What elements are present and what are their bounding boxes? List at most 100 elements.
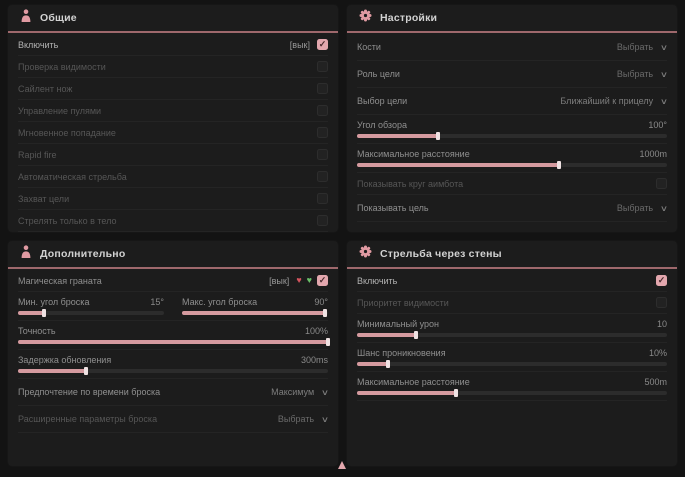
body-only-checkbox[interactable] — [317, 215, 328, 226]
chevron-down-icon: ∨ — [320, 414, 330, 424]
instant-hit-label: Мгновенное попадание — [18, 127, 116, 138]
magic-grenade-label: Магическая граната — [18, 275, 102, 286]
green-heart-icon: ♥ — [306, 275, 312, 285]
visibility-check-label: Проверка видимости — [18, 61, 106, 72]
person-icon — [20, 9, 32, 27]
row-body-only: Стрелять только в тело — [18, 210, 328, 232]
row-auto-shoot: Автоматическая стрельба — [18, 166, 328, 188]
min-angle-slider[interactable] — [18, 309, 164, 317]
slider-thumb[interactable] — [413, 331, 418, 339]
penetration-chance-value: 10% — [648, 348, 667, 358]
slider-thumb[interactable] — [323, 309, 328, 317]
target-lock-checkbox[interactable] — [317, 193, 328, 204]
row-visibility-check: Проверка видимости — [18, 56, 328, 78]
gear-icon — [359, 9, 372, 27]
min-angle-value: 15° — [150, 297, 164, 307]
row-target-lock: Захват цели — [18, 188, 328, 210]
target-role-dropdown[interactable]: Выбрать ∨ — [616, 69, 668, 79]
body-only-label: Стрелять только в тело — [18, 215, 117, 226]
enable-state-text: [вык] — [289, 39, 310, 50]
wall-enable-checkbox[interactable]: ✓ — [656, 275, 667, 286]
wall-max-distance-label: Максимальное расстояние — [357, 377, 470, 387]
bullet-control-checkbox[interactable] — [317, 105, 328, 116]
wall-enable-label: Включить — [357, 275, 398, 286]
panel-title: Стрельба через стены — [380, 248, 502, 260]
visibility-check-checkbox[interactable] — [317, 61, 328, 72]
silent-checkbox[interactable] — [317, 83, 328, 94]
update-delay-value: 300ms — [300, 355, 328, 365]
slider-thumb[interactable] — [556, 161, 561, 169]
rapid-fire-checkbox[interactable] — [317, 149, 328, 160]
wall-max-distance-slider[interactable] — [357, 389, 667, 397]
row-min-damage: Минимальный урон 10 — [357, 314, 667, 343]
max-angle-slider[interactable] — [182, 309, 328, 317]
enable-checkbox[interactable]: ✓ — [317, 39, 328, 50]
update-delay-slider[interactable] — [18, 367, 328, 375]
accuracy-label: Точность — [18, 326, 56, 336]
slider-thumb[interactable] — [435, 132, 440, 140]
min-damage-slider[interactable] — [357, 331, 667, 339]
row-instant-hit: Мгновенное попадание — [18, 122, 328, 144]
throw-time-dropdown[interactable]: Максимум ∨ — [271, 387, 330, 397]
row-show-target: Показывать цель Выбрать ∨ — [357, 195, 669, 222]
row-silent: Сайлент нож — [18, 78, 328, 100]
row-accuracy: Точность 100% — [18, 321, 330, 350]
enable-label: Включить — [18, 39, 59, 50]
slider-thumb[interactable] — [42, 309, 47, 317]
rapid-fire-label: Rapid fire — [18, 149, 57, 160]
advanced-throw-dropdown[interactable]: Выбрать ∨ — [278, 414, 330, 424]
min-damage-label: Минимальный урон — [357, 319, 440, 329]
magic-grenade-checkbox[interactable]: ✓ — [317, 275, 328, 286]
show-circle-checkbox[interactable] — [656, 178, 667, 189]
row-target-select: Выбор цели Ближайший к прицелу ∨ — [357, 88, 669, 115]
visibility-priority-checkbox[interactable] — [656, 297, 667, 308]
slider-thumb[interactable] — [84, 367, 89, 375]
chevron-down-icon: ∨ — [320, 387, 330, 397]
row-advanced-throw: Расширенные параметры броска Выбрать ∨ — [18, 406, 330, 433]
red-heart-icon: ♥ — [296, 275, 302, 285]
fov-slider[interactable] — [357, 132, 667, 140]
chevron-down-icon: ∨ — [659, 203, 669, 213]
silent-label: Сайлент нож — [18, 83, 73, 94]
panel-additional: Дополнительно Магическая граната [вык] ♥… — [8, 241, 338, 466]
show-target-label: Показывать цель — [357, 203, 429, 213]
slider-thumb[interactable] — [454, 389, 459, 397]
bones-label: Кости — [357, 42, 381, 52]
panel-wallbang-header: Стрельба через стены — [347, 241, 677, 267]
auto-shoot-checkbox[interactable] — [317, 171, 328, 182]
penetration-chance-slider[interactable] — [357, 360, 667, 368]
instant-hit-checkbox[interactable] — [317, 127, 328, 138]
penetration-chance-label: Шанс проникновения — [357, 348, 446, 358]
row-throw-angles: Мин. угол броска 15° Макс. угол броска 9… — [18, 292, 328, 321]
row-wall-enable: Включить ✓ — [357, 270, 667, 292]
accuracy-slider[interactable] — [18, 338, 330, 346]
row-fov: Угол обзора 100° — [357, 115, 667, 144]
row-wall-max-distance: Максимальное расстояние 500m — [357, 372, 667, 401]
target-select-label: Выбор цели — [357, 96, 408, 106]
panel-general-header: Общие — [8, 5, 338, 31]
row-enable: Включить [вык] ✓ — [18, 34, 328, 56]
target-role-label: Роль цели — [357, 69, 400, 79]
row-magic-grenade: Магическая граната [вык] ♥ ♥ ✓ — [18, 270, 328, 292]
bones-value: Выбрать — [616, 42, 654, 52]
max-angle-label: Макс. угол броска — [182, 297, 258, 307]
row-update-delay: Задержка обновления 300ms — [18, 350, 328, 379]
row-bones: Кости Выбрать ∨ — [357, 34, 668, 61]
row-show-circle: Показывать круг аимбота — [357, 173, 667, 195]
chevron-down-icon: ∨ — [659, 96, 669, 106]
panel-additional-header: Дополнительно — [8, 241, 338, 267]
header-divider — [347, 267, 677, 269]
slider-thumb[interactable] — [386, 360, 390, 368]
show-target-dropdown[interactable]: Выбрать ∨ — [617, 203, 669, 213]
panel-general: Общие Включить [вык] ✓ Проверка видимост… — [8, 5, 338, 232]
row-visibility-priority: Приоритет видимости — [357, 292, 667, 314]
target-select-dropdown[interactable]: Ближайший к прицелу ∨ — [560, 96, 669, 106]
target-select-value: Ближайший к прицелу — [560, 96, 654, 106]
target-role-value: Выбрать — [616, 69, 654, 79]
max-distance-slider[interactable] — [357, 161, 667, 169]
max-distance-value: 1000m — [639, 149, 667, 159]
slider-thumb[interactable] — [326, 338, 330, 346]
accuracy-value: 100% — [304, 326, 328, 336]
bones-dropdown[interactable]: Выбрать ∨ — [616, 42, 668, 52]
